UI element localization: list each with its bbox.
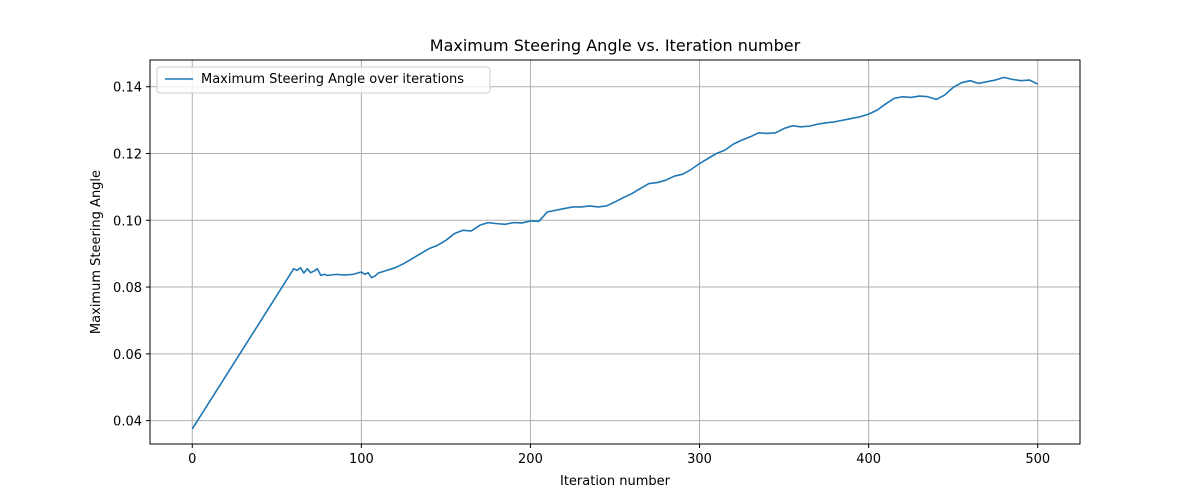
y-tick-label: 0.10 [113,214,142,229]
y-axis-ticks: 0.04 0.06 0.08 0.10 0.12 0.14 [113,81,150,430]
legend-box [156,66,491,94]
x-axis-ticks: 0 100 200 300 400 500 [188,444,1050,467]
chart-title: Maximum Steering Angle vs. Iteration num… [430,36,801,55]
y-tick-label: 0.06 [113,348,142,363]
plot-frame [149,59,1081,445]
x-tick-label: 400 [856,452,881,467]
x-tick-label: 200 [518,452,543,467]
y-tick-label: 0.08 [113,281,142,296]
y-tick-label: 0.04 [113,415,142,430]
y-tick-label: 0.14 [113,81,142,96]
y-tick-label: 0.12 [113,147,142,162]
series-layer [191,76,1039,430]
x-axis-label: Iteration number [560,474,671,489]
grid [150,60,1080,444]
x-tick-label: 0 [188,452,196,467]
y-axis-label: Maximum Steering Angle [89,170,104,334]
x-tick-label: 300 [687,452,712,467]
legend: Maximum Steering Angle over iterations [156,66,491,94]
x-tick-label: 500 [1025,452,1050,467]
series-line [191,76,1039,430]
x-tick-label: 100 [349,452,374,467]
legend-entry: Maximum Steering Angle over iterations [201,72,464,87]
